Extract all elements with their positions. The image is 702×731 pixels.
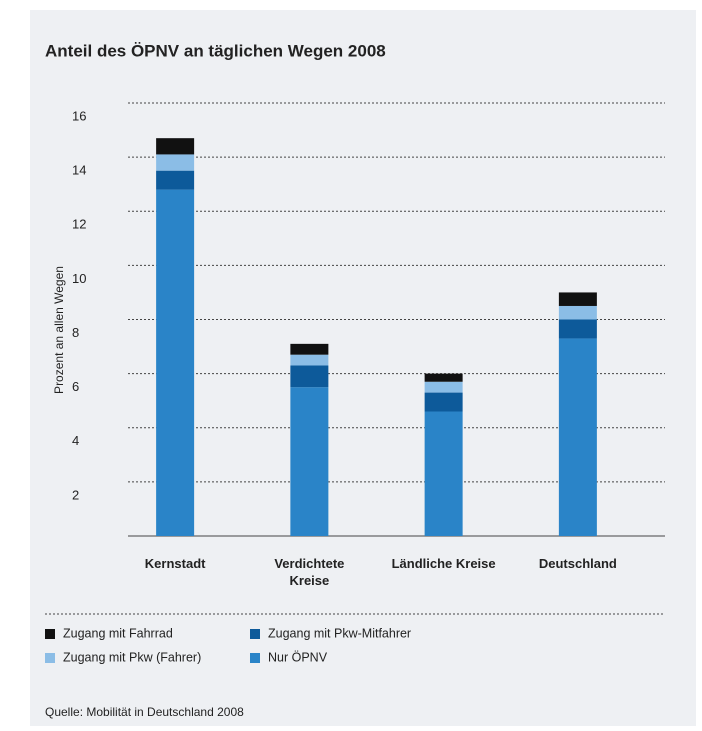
x-tick-label: Kernstadt <box>144 556 206 571</box>
bar-segment <box>290 343 329 355</box>
y-tick-label: 12 <box>72 217 86 232</box>
bar-segment <box>558 305 597 320</box>
x-tick-label: Ländliche Kreise <box>391 556 496 571</box>
x-tick-label: Deutschland <box>538 556 617 571</box>
y-tick-label: 14 <box>72 163 86 178</box>
y-axis-label: Prozent an allen Wegen <box>52 266 66 394</box>
bar-segment <box>424 373 463 382</box>
y-tick-label: 6 <box>72 379 79 394</box>
x-tick-label: Verdichtete Kreise <box>274 556 345 588</box>
legend-swatch <box>250 653 260 663</box>
bar-segment <box>558 292 597 306</box>
legend-swatch <box>45 629 55 639</box>
bar-segment <box>558 319 597 339</box>
legend-label: Zugang mit Fahrrad <box>63 626 173 640</box>
bar-segment <box>290 354 329 366</box>
y-tick-label: 16 <box>72 108 86 123</box>
bar-segment <box>156 138 195 155</box>
legend-label: Zugang mit Pkw-Mitfahrer <box>268 626 411 640</box>
bar-segment <box>156 154 195 171</box>
bar-segment <box>424 411 463 536</box>
y-tick-label: 10 <box>72 271 86 286</box>
bar-segment <box>156 170 195 190</box>
bar-segment <box>558 338 597 536</box>
bar-segment <box>424 392 463 412</box>
legend-swatch <box>45 653 55 663</box>
bar-segment <box>424 381 463 393</box>
chart-title: Anteil des ÖPNV an täglichen Wegen 2008 <box>45 41 386 60</box>
bar-segment <box>290 365 329 388</box>
legend-label: Nur ÖPNV <box>268 650 328 664</box>
y-tick-label: 8 <box>72 325 79 340</box>
bar-segment <box>290 387 329 536</box>
legend-swatch <box>250 629 260 639</box>
y-tick-label: 2 <box>72 487 79 502</box>
legend-label: Zugang mit Pkw (Fahrer) <box>63 650 201 664</box>
bar-segment <box>156 189 195 536</box>
y-tick-label: 4 <box>72 433 79 448</box>
source: Quelle: Mobilität in Deutschland 2008 <box>45 705 244 719</box>
